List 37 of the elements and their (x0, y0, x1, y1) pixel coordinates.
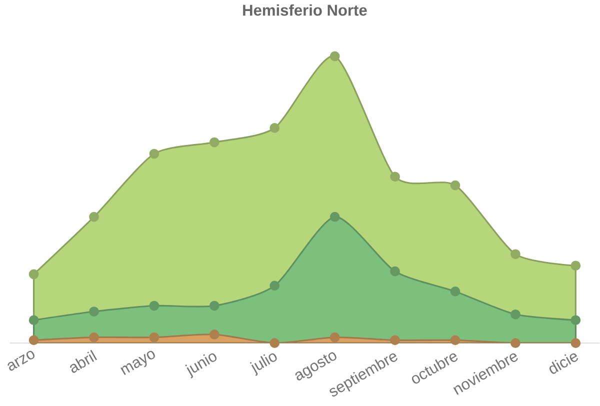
point (570, 338, 581, 348)
point (149, 300, 160, 311)
point (330, 332, 340, 342)
point (510, 338, 520, 348)
point (149, 332, 160, 342)
point (149, 148, 160, 159)
chart-title: Hemisferio Norte (243, 4, 367, 16)
point (330, 51, 340, 62)
point (28, 335, 39, 346)
point (28, 315, 39, 325)
point (390, 266, 400, 276)
point (330, 212, 340, 222)
point (450, 286, 460, 296)
point (510, 309, 520, 320)
point (570, 315, 581, 325)
point (450, 335, 460, 346)
point (450, 180, 460, 190)
point (270, 338, 280, 348)
point (89, 332, 99, 342)
x-tick-label: mayo (120, 350, 155, 375)
point (209, 300, 220, 311)
x-tick-label: abril (70, 350, 98, 373)
point (510, 249, 520, 259)
point (209, 329, 220, 340)
point (570, 260, 581, 270)
point (89, 212, 99, 222)
x-tick-label: dicie (549, 353, 578, 374)
point (89, 306, 99, 316)
point (270, 122, 280, 133)
point (28, 269, 39, 280)
point (270, 280, 280, 291)
point (209, 137, 220, 148)
x-tick-label: julio (250, 353, 277, 376)
x-tick-label: junio (185, 353, 217, 378)
point (390, 335, 400, 346)
x-tick-label: arzo (8, 350, 34, 371)
point (390, 172, 400, 182)
